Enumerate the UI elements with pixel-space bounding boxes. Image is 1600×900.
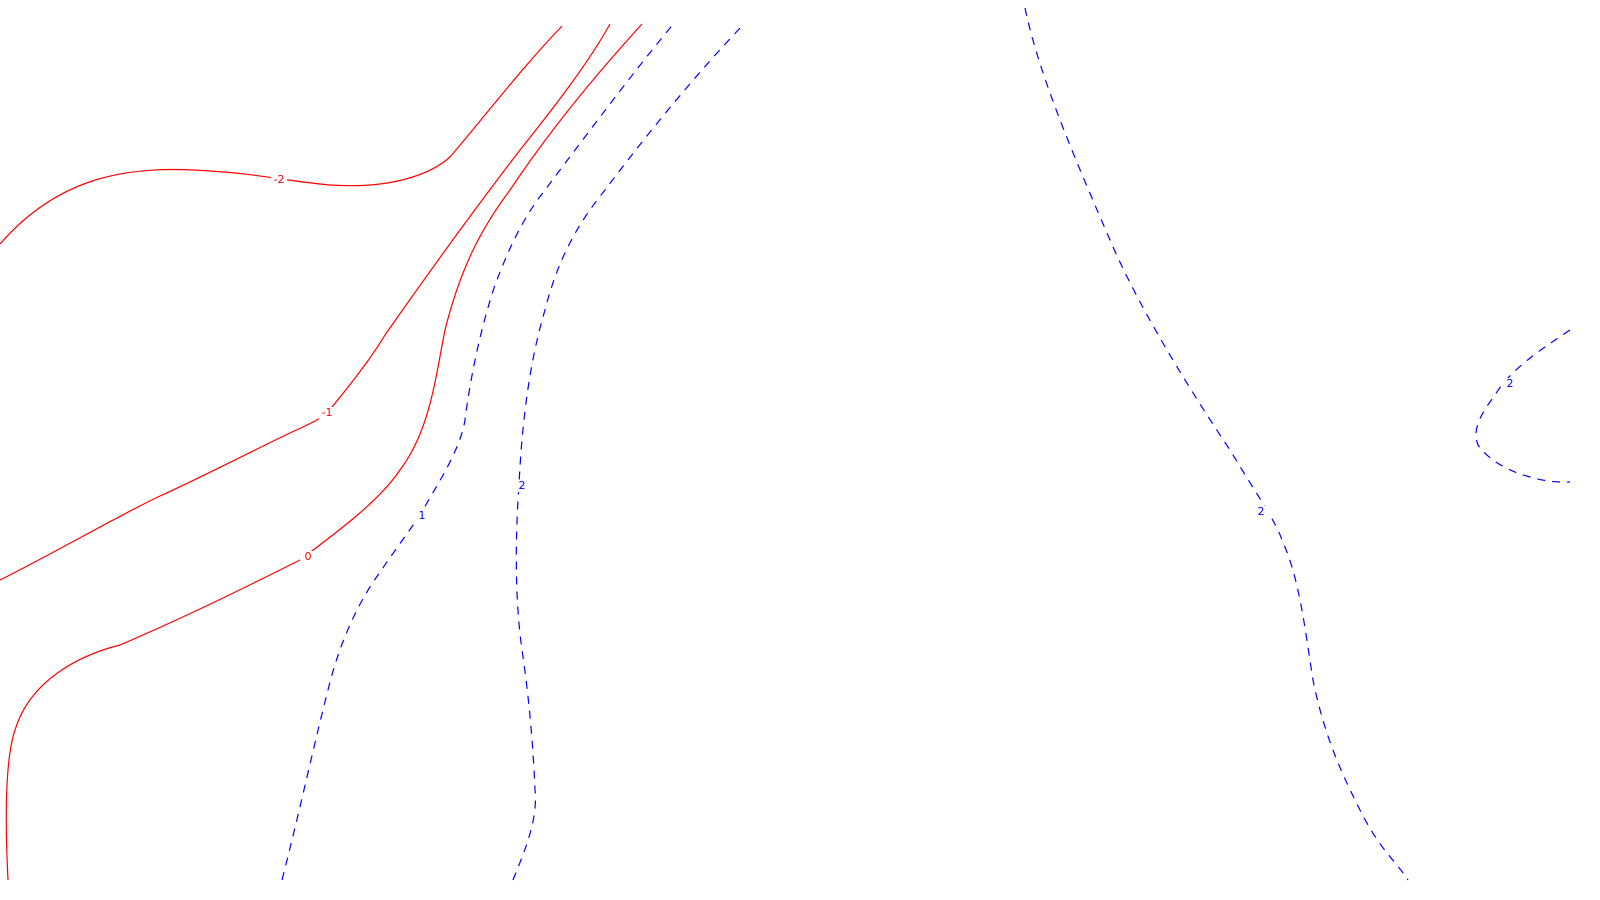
- contour-line-minus-2: [0, 25, 563, 245]
- contour-labels: -2 -1 0 1 2 2 2: [271, 173, 1518, 563]
- contour-line-1: [281, 21, 676, 881]
- contour-label: 2: [519, 479, 526, 492]
- contour-label: 2: [1507, 377, 1514, 390]
- contour-label-bg: [271, 174, 287, 186]
- contour-label-bg: [514, 480, 530, 492]
- contour-line-0: [5, 23, 643, 881]
- contour-line-minus-1: [0, 23, 611, 581]
- contour-label: -1: [322, 406, 333, 419]
- contour-label-bg: [414, 510, 430, 522]
- contour-line-2-far-right: [1475, 329, 1571, 483]
- contour-line-2-right: [1024, 7, 1409, 881]
- contour-label: 2: [1258, 505, 1265, 518]
- contour-label-bg: [1253, 506, 1269, 518]
- contour-label-bg: [1502, 378, 1518, 390]
- contour-line-2-left: [512, 25, 743, 881]
- contour-label: 0: [305, 550, 312, 563]
- contour-label: 1: [419, 509, 426, 522]
- contour-label-bg: [300, 551, 316, 563]
- contour-lines: [0, 7, 1571, 881]
- contour-label: -2: [274, 173, 285, 186]
- contour-label-bg: [319, 407, 335, 419]
